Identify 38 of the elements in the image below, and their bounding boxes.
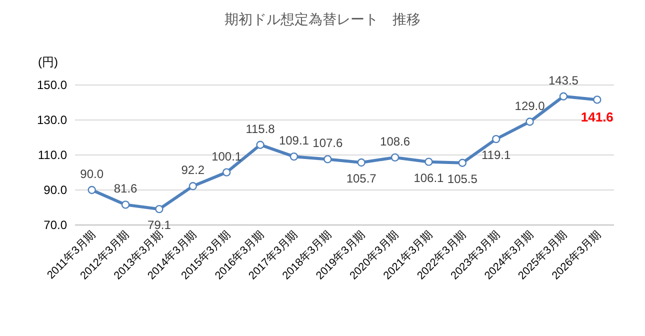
- point: [222, 168, 231, 176]
- y-tick-label: 150.0: [36, 78, 68, 92]
- point: [593, 96, 602, 104]
- point: [390, 153, 400, 162]
- data-label: 119.1: [482, 148, 511, 162]
- data-label: 90.0: [80, 167, 104, 181]
- chart-title: 期初ドル想定為替レート 推移: [224, 11, 420, 27]
- data-label: 108.6: [380, 134, 410, 148]
- data-label: 81.6: [114, 182, 138, 196]
- y-tick-label: 90.0: [44, 183, 68, 197]
- data-label: 143.5: [548, 73, 579, 88]
- data-label: 105.7: [346, 172, 377, 186]
- point: [155, 204, 164, 214]
- point: [290, 152, 298, 161]
- data-label: 106.1: [414, 170, 444, 185]
- point: [357, 158, 366, 167]
- y-axis-title: (円): [38, 55, 58, 69]
- data-label: 141.6: [580, 110, 614, 125]
- point: [256, 140, 264, 149]
- point: [492, 134, 500, 144]
- data-label: 129.0: [514, 98, 546, 113]
- point: [424, 158, 433, 166]
- y-tick-label: 110.0: [38, 148, 68, 162]
- data-label: 107.6: [312, 136, 343, 150]
- point: [559, 92, 568, 100]
- point: [324, 155, 332, 164]
- data-label: 105.5: [447, 172, 478, 186]
- data-label: 92.2: [181, 163, 205, 178]
- data-label: 100.1: [212, 149, 242, 164]
- point: [88, 186, 96, 194]
- point: [188, 182, 198, 190]
- point: [458, 158, 467, 167]
- data-label: 109.1: [278, 134, 310, 148]
- point: [121, 200, 130, 209]
- y-tick-label: 130.0: [36, 113, 68, 127]
- data-label: 115.8: [246, 122, 276, 136]
- point: [526, 118, 534, 126]
- y-tick-label: 70.0: [44, 218, 68, 232]
